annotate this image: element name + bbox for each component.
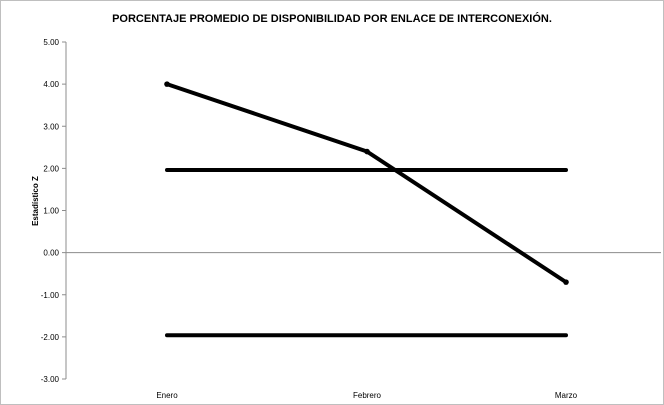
x-tick-label: Enero xyxy=(156,391,178,400)
y-tick-label: 2.00 xyxy=(43,164,59,173)
y-tick-label: -2.00 xyxy=(41,333,60,342)
y-tick-label: 0.00 xyxy=(43,249,59,258)
y-tick-label: -1.00 xyxy=(41,291,60,300)
y-tick-label: 1.00 xyxy=(43,207,59,216)
chart-title: PORCENTAJE PROMEDIO DE DISPONIBILIDAD PO… xyxy=(112,13,552,25)
data-point xyxy=(164,81,170,87)
y-tick-label: 4.00 xyxy=(43,80,59,89)
x-tick-label: Febrero xyxy=(353,391,382,400)
x-tick-label: Marzo xyxy=(555,391,578,400)
y-tick-label: -3.00 xyxy=(41,375,60,384)
y-tick-label: 3.00 xyxy=(43,122,59,131)
y-tick-label: 5.00 xyxy=(43,38,59,47)
data-point xyxy=(563,279,569,285)
data-point xyxy=(364,148,370,155)
